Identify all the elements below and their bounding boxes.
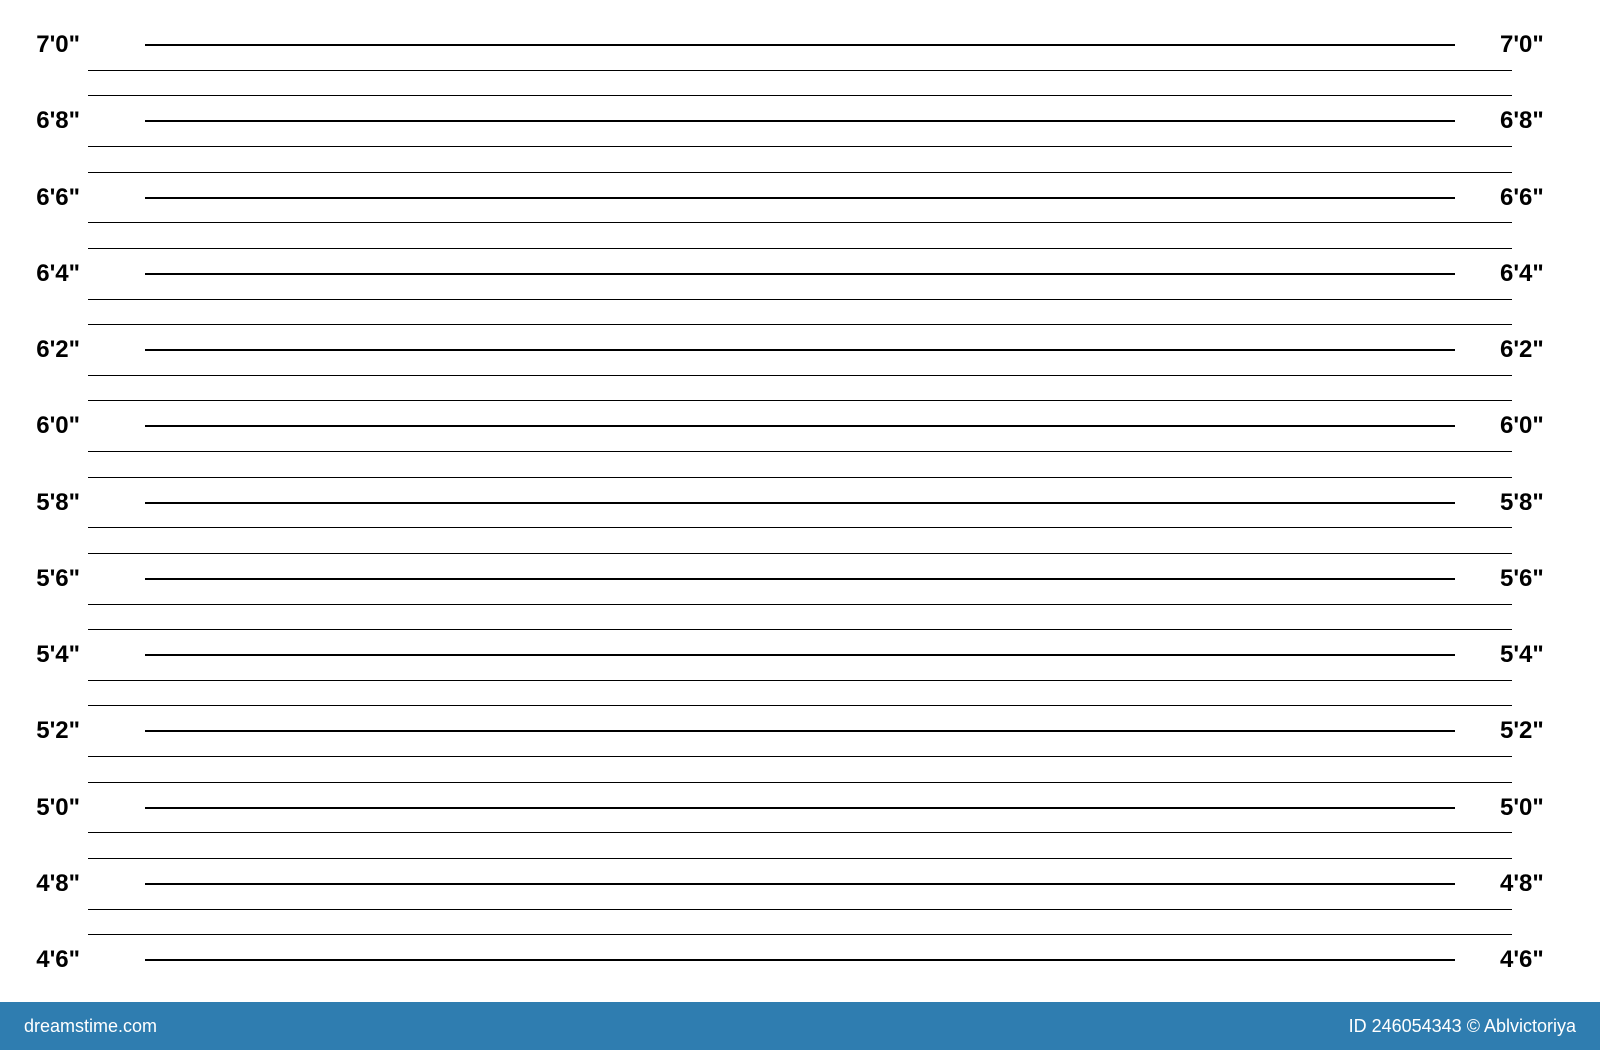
height-label-left: 7'0" bbox=[20, 31, 80, 59]
height-label-left: 6'4" bbox=[20, 260, 80, 288]
height-label-right: 5'4" bbox=[1500, 641, 1560, 669]
height-label-right: 5'0" bbox=[1500, 794, 1560, 822]
major-gridline bbox=[145, 959, 1455, 961]
height-label-left: 5'0" bbox=[20, 794, 80, 822]
minor-gridline bbox=[88, 324, 1512, 325]
height-label-right: 6'0" bbox=[1500, 412, 1560, 440]
height-label-right: 6'2" bbox=[1500, 336, 1560, 364]
minor-gridline bbox=[88, 400, 1512, 401]
minor-gridline bbox=[88, 705, 1512, 706]
minor-gridline bbox=[88, 934, 1512, 935]
height-label-left: 5'4" bbox=[20, 641, 80, 669]
major-gridline bbox=[145, 349, 1455, 351]
height-label-right: 6'6" bbox=[1500, 184, 1560, 212]
height-label-right: 4'6" bbox=[1500, 946, 1560, 974]
height-label-right: 5'2" bbox=[1500, 717, 1560, 745]
height-label-right: 4'8" bbox=[1500, 870, 1560, 898]
major-gridline bbox=[145, 730, 1455, 732]
major-gridline bbox=[145, 120, 1455, 122]
minor-gridline bbox=[88, 756, 1512, 757]
height-chart: 7'0" 7'0" 6'8" 6'8" 6'6" 6'6" 6'4" 6'4" 6'2" 6'2"… bbox=[0, 0, 1600, 1050]
major-gridline bbox=[145, 883, 1455, 885]
footer-site: dreamstime.com bbox=[24, 1016, 157, 1037]
footer-attribution: ID 246054343 © Ablvictoriya bbox=[1349, 1016, 1576, 1037]
major-gridline bbox=[145, 44, 1455, 46]
minor-gridline bbox=[88, 680, 1512, 681]
major-gridline bbox=[145, 197, 1455, 199]
height-label-left: 5'6" bbox=[20, 565, 80, 593]
height-label-left: 5'2" bbox=[20, 717, 80, 745]
minor-gridline bbox=[88, 527, 1512, 528]
height-label-left: 6'2" bbox=[20, 336, 80, 364]
minor-gridline bbox=[88, 553, 1512, 554]
major-gridline bbox=[145, 654, 1455, 656]
minor-gridline bbox=[88, 172, 1512, 173]
minor-gridline bbox=[88, 248, 1512, 249]
height-label-right: 6'4" bbox=[1500, 260, 1560, 288]
minor-gridline bbox=[88, 70, 1512, 71]
minor-gridline bbox=[88, 299, 1512, 300]
minor-gridline bbox=[88, 782, 1512, 783]
minor-gridline bbox=[88, 832, 1512, 833]
height-label-left: 6'0" bbox=[20, 412, 80, 440]
minor-gridline bbox=[88, 375, 1512, 376]
major-gridline bbox=[145, 273, 1455, 275]
minor-gridline bbox=[88, 95, 1512, 96]
minor-gridline bbox=[88, 909, 1512, 910]
footer-bar: dreamstime.com ID 246054343 © Ablvictori… bbox=[0, 1002, 1600, 1050]
height-label-left: 6'8" bbox=[20, 107, 80, 135]
major-gridline bbox=[145, 425, 1455, 427]
minor-gridline bbox=[88, 858, 1512, 859]
major-gridline bbox=[145, 502, 1455, 504]
height-label-left: 5'8" bbox=[20, 489, 80, 517]
minor-gridline bbox=[88, 222, 1512, 223]
minor-gridline bbox=[88, 451, 1512, 452]
height-label-left: 4'6" bbox=[20, 946, 80, 974]
minor-gridline bbox=[88, 477, 1512, 478]
minor-gridline bbox=[88, 146, 1512, 147]
height-label-right: 6'8" bbox=[1500, 107, 1560, 135]
height-label-left: 6'6" bbox=[20, 184, 80, 212]
height-label-right: 7'0" bbox=[1500, 31, 1560, 59]
minor-gridline bbox=[88, 629, 1512, 630]
height-label-right: 5'8" bbox=[1500, 489, 1560, 517]
height-label-left: 4'8" bbox=[20, 870, 80, 898]
height-label-right: 5'6" bbox=[1500, 565, 1560, 593]
major-gridline bbox=[145, 807, 1455, 809]
minor-gridline bbox=[88, 604, 1512, 605]
major-gridline bbox=[145, 578, 1455, 580]
